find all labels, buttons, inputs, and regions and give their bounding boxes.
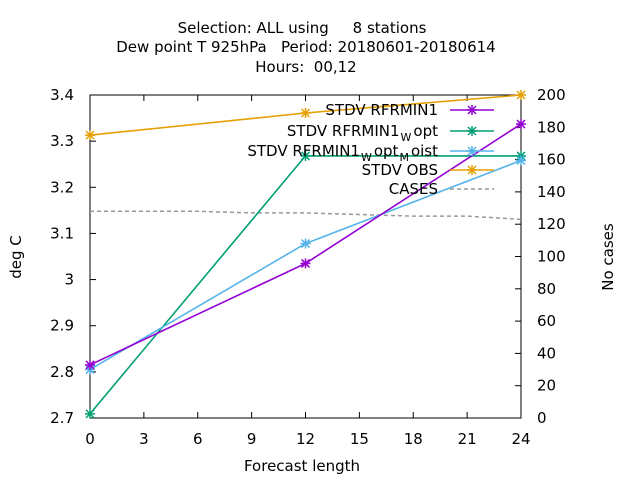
- x-tick-label: 18: [404, 430, 423, 448]
- y-tick-label: 2.9: [50, 317, 74, 335]
- y-axis-label: deg C: [7, 235, 25, 279]
- legend-label: CASES: [389, 180, 438, 198]
- y-tick-label: 3: [64, 271, 74, 289]
- title-line-2: Dew point T 925hPa Period: 20180601-2018…: [116, 38, 495, 56]
- legend-label: STDV OBS: [362, 161, 438, 179]
- y2-tick-label: 100: [537, 248, 566, 266]
- data-point: [85, 408, 95, 419]
- y2-axis: 0 20 40 60 80 100 120 140 160 180 200: [515, 86, 566, 427]
- legend-marker: [467, 126, 477, 136]
- x-axis-label: Forecast length: [244, 457, 360, 475]
- legend-label: STDV RFRMIN1: [325, 101, 438, 119]
- y-tick-label: 2.7: [50, 409, 74, 427]
- legend-item: CASES: [389, 180, 494, 198]
- series-line-1: [89, 155, 521, 415]
- y-tick-label: 3.2: [50, 178, 74, 196]
- y2-tick-label: 60: [537, 312, 556, 330]
- x-tick-label: 24: [511, 430, 530, 448]
- data-point: [516, 90, 526, 100]
- data-point: [300, 107, 311, 118]
- x-tick-label: 9: [247, 430, 257, 448]
- x-tick-label: 21: [458, 430, 477, 448]
- series-line-4: [90, 210, 522, 221]
- data-point: [300, 258, 311, 269]
- y2-tick-label: 180: [537, 118, 566, 136]
- y-axis: 2.7 2.8 2.9 3 3.1 3.2 3.3 3.4: [50, 86, 96, 427]
- y2-tick-label: 80: [537, 280, 556, 298]
- chart-title: Selection: ALL using 8 stations Dew poin…: [116, 19, 495, 76]
- title-line-3: Hours: 00,12: [255, 58, 356, 76]
- data-point: [85, 130, 95, 141]
- y-tick-label: 3.1: [50, 224, 74, 242]
- y-tick-label: 3.3: [50, 132, 74, 150]
- data-point: [300, 150, 311, 161]
- legend-item: STDV OBS: [362, 161, 494, 179]
- data-point: [85, 359, 95, 370]
- legend-label: STDV RFRMIN1W opt: [287, 122, 438, 144]
- data-point: [300, 238, 311, 249]
- legend-marker: [467, 165, 477, 175]
- legend-item: STDV RFRMIN1: [325, 101, 494, 119]
- x-tick-label: 0: [85, 430, 95, 448]
- x-tick-label: 3: [139, 430, 149, 448]
- data-point: [516, 155, 526, 166]
- y2-tick-label: 160: [537, 151, 566, 169]
- x-tick-label: 6: [193, 430, 203, 448]
- legend-marker: [467, 105, 477, 115]
- legend-item: STDV RFRMIN1W opt: [287, 122, 494, 144]
- y-tick-label: 3.4: [50, 86, 74, 104]
- data-point: [516, 119, 526, 130]
- y2-axis-label: No cases: [599, 223, 617, 291]
- legend-item: STDV RFRMIN1W optM oist: [247, 142, 494, 164]
- y2-tick-label: 0: [537, 409, 547, 427]
- y2-tick-label: 120: [537, 215, 566, 233]
- y2-tick-label: 140: [537, 183, 566, 201]
- x-axis: 0 3 6 9 12 15 18 21 24: [85, 95, 531, 448]
- y2-tick-label: 40: [537, 344, 556, 362]
- y2-tick-label: 20: [537, 377, 556, 395]
- legend-label: STDV RFRMIN1W optM oist: [247, 142, 438, 164]
- legend-marker: [467, 146, 477, 156]
- x-tick-label: 12: [296, 430, 315, 448]
- y-tick-label: 2.8: [50, 363, 74, 381]
- y2-tick-label: 200: [537, 86, 566, 104]
- x-tick-label: 15: [350, 430, 369, 448]
- series-layer: [85, 90, 526, 419]
- title-line-1: Selection: ALL using 8 stations: [178, 19, 427, 37]
